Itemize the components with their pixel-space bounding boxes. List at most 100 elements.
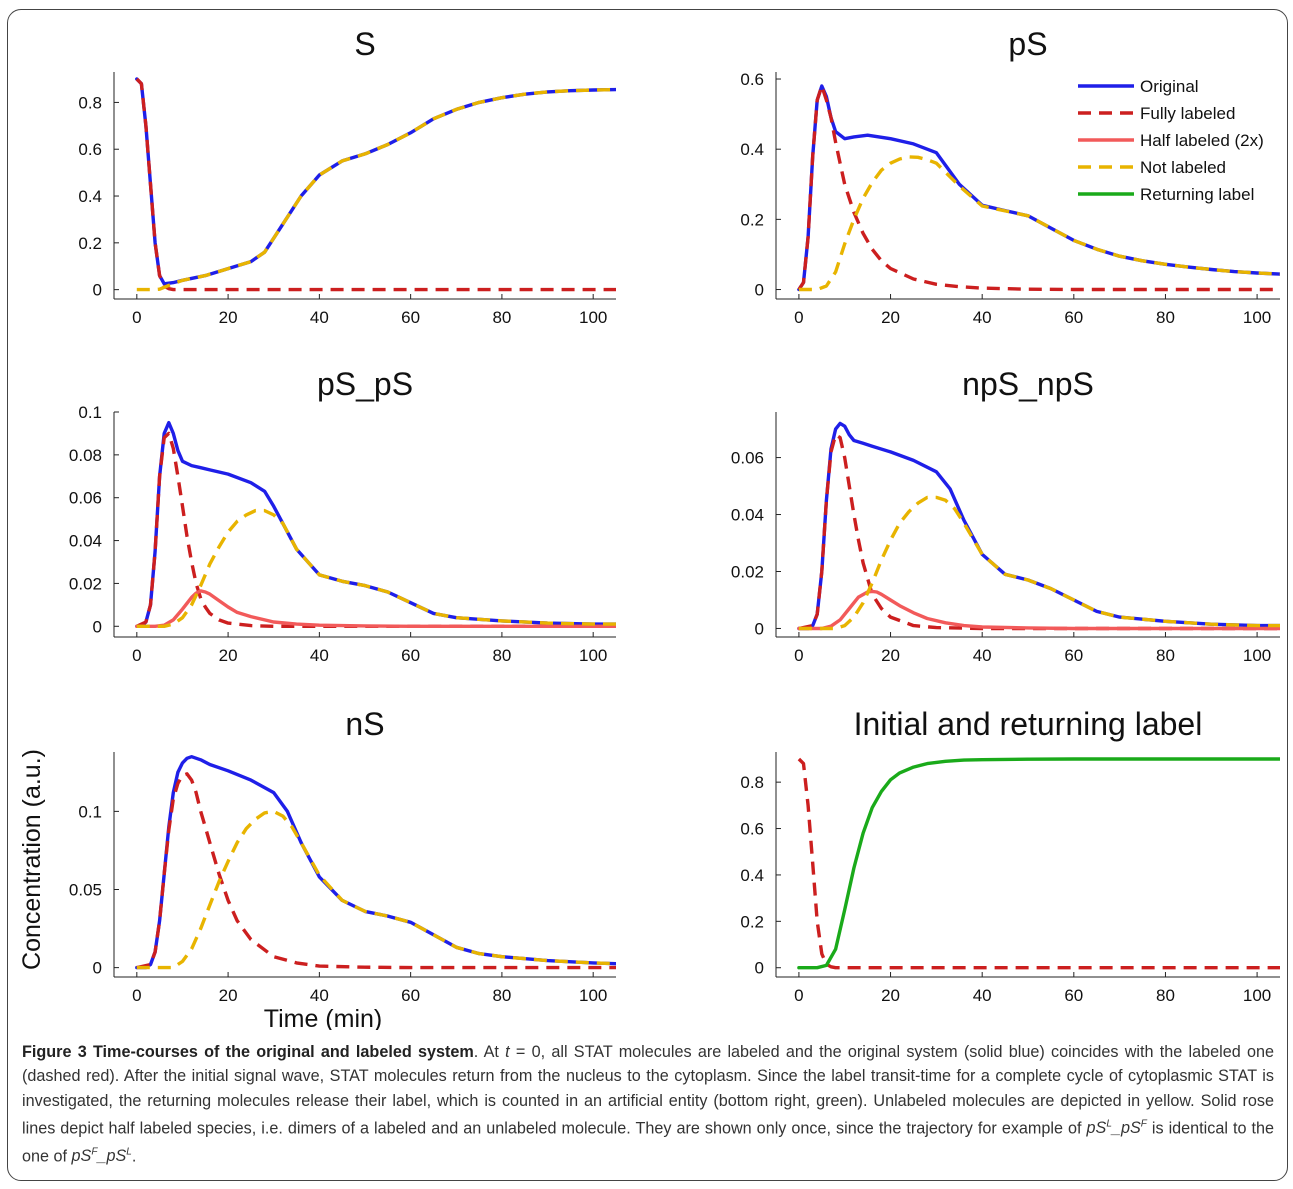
x-tick-label: 80: [492, 308, 511, 327]
caption-title: Figure 3 Time-courses of the original an…: [22, 1043, 474, 1061]
x-tick-label: 0: [132, 308, 141, 327]
caption-text-3: is identical to the one of: [22, 1119, 1275, 1165]
x-tick-label: 60: [1064, 986, 1083, 1005]
panel-3: pS_pS 0 20 40 60 80 100 0 0.02 0.04 0.06 0.08 0.1: [69, 366, 616, 665]
y-tick-label: 0.1: [78, 802, 102, 821]
x-tick-label: 100: [579, 308, 607, 327]
y-tick-label: 0.6: [740, 820, 764, 839]
series-line-half-labeled-2x-: [797, 589, 1280, 631]
x-tick-label: 20: [219, 986, 238, 1005]
caption-text-4: .: [131, 1146, 137, 1165]
series-line-not-labeled: [136, 87, 616, 292]
x-tick-label: 20: [219, 308, 238, 327]
series-line-not-labeled: [798, 155, 1280, 292]
x-tick-label: 100: [1243, 308, 1271, 327]
y-tick-label: 0: [93, 281, 102, 300]
series-line-original: [797, 84, 1280, 292]
y-axis-label: Concentration (a.u.): [18, 749, 46, 970]
series-line-fully-labeled: [797, 84, 1280, 292]
panel-4: npS_npS 0 20 40 60 80 100 0 0.02 0.04 0.06: [731, 366, 1280, 665]
y-tick-label: 0: [755, 619, 764, 638]
x-axis-label: Time (min): [264, 1005, 383, 1030]
legend: Original Fully labeled Half labeled (2x) No…: [1078, 77, 1264, 204]
panel-title: pS: [1008, 26, 1047, 62]
x-tick-label: 80: [1156, 986, 1175, 1005]
legend-label: Half labeled (2x): [1140, 131, 1264, 150]
series-line-fully-labeled: [797, 757, 1280, 970]
x-tick-label: 100: [1243, 986, 1271, 1005]
x-tick-label: 100: [579, 646, 607, 665]
legend-label: Returning label: [1140, 185, 1254, 204]
x-tick-label: 60: [401, 308, 420, 327]
series-line-fully-labeled: [136, 431, 616, 628]
series-line-fully-labeled: [135, 77, 616, 292]
x-tick-label: 60: [1064, 646, 1083, 665]
x-tick-label: 100: [1243, 646, 1271, 665]
series-line-original: [797, 421, 1280, 631]
caption-text-1: . At: [473, 1043, 506, 1061]
panel-title: pS_pS: [317, 366, 413, 402]
y-tick-label: 0.06: [731, 449, 764, 468]
legend-label: Fully labeled: [1140, 104, 1235, 123]
x-tick-label: 80: [1156, 308, 1175, 327]
y-tick-label: 0.8: [78, 93, 102, 112]
x-tick-label: 0: [794, 308, 803, 327]
series-line-original: [135, 755, 616, 970]
y-tick-label: 0.02: [69, 574, 102, 593]
y-tick-label: 0.4: [78, 187, 102, 206]
caption-expression-1: pSL_pSF: [1086, 1118, 1147, 1138]
panel-title: Initial and returning label: [854, 706, 1203, 742]
x-tick-label: 0: [794, 986, 803, 1005]
y-tick-label: 0.2: [740, 912, 764, 931]
series-line-half-labeled-2x-: [135, 589, 616, 628]
x-tick-label: 0: [794, 646, 803, 665]
series-line-returning-label: [797, 757, 1280, 970]
y-tick-label: 0.02: [731, 562, 764, 581]
panel-title: nS: [345, 706, 384, 742]
x-tick-label: 80: [492, 986, 511, 1005]
x-tick-label: 0: [132, 986, 141, 1005]
x-tick-label: 80: [1156, 646, 1175, 665]
y-tick-label: 0.8: [740, 773, 764, 792]
y-tick-label: 0.2: [740, 210, 764, 229]
figure-panels: S 0 20 40 60 80 100 0 0.2 0.4 0.6 0.8 pS 0 20 40 60 80 100…: [18, 26, 1280, 1030]
x-tick-label: 40: [973, 646, 992, 665]
y-tick-label: 0.6: [740, 70, 764, 89]
series-line-fully-labeled: [798, 433, 1280, 631]
y-tick-label: 0: [93, 959, 102, 978]
y-tick-label: 0.1: [78, 403, 102, 422]
x-tick-label: 60: [1064, 308, 1083, 327]
panel-2: pS 0 20 40 60 80 100 0 0.2 0.4 0.6 Original Fully la…: [740, 26, 1280, 327]
caption-text-2: = 0, all STAT molecules are labeled and …: [22, 1043, 1274, 1138]
panel-title: S: [354, 26, 375, 62]
y-tick-label: 0.4: [740, 866, 764, 885]
panel-5: nS 0 20 40 60 80 100 0 0.05 0.1 Time (min) Concentr…: [18, 706, 616, 1030]
figure-caption: Figure 3 Time-courses of the original an…: [22, 1040, 1274, 1168]
caption-expression-2: pSF_pSL: [71, 1146, 132, 1165]
panel-6: Initial and returning label 0 20 40 60 80 100 0…: [740, 706, 1280, 1005]
x-tick-label: 100: [579, 986, 607, 1005]
y-tick-label: 0.04: [69, 532, 102, 551]
x-tick-label: 60: [401, 986, 420, 1005]
series-line-fully-labeled: [136, 772, 616, 970]
x-tick-label: 20: [881, 646, 900, 665]
y-tick-label: 0: [755, 281, 764, 300]
x-tick-label: 40: [310, 986, 329, 1005]
x-tick-label: 40: [973, 986, 992, 1005]
y-tick-label: 0.6: [78, 140, 102, 159]
x-tick-label: 20: [881, 986, 900, 1005]
x-tick-label: 40: [973, 308, 992, 327]
x-tick-label: 20: [881, 308, 900, 327]
figure-frame: [7, 9, 1288, 1181]
series-line-not-labeled: [136, 508, 616, 628]
x-tick-label: 80: [492, 646, 511, 665]
x-tick-label: 40: [310, 646, 329, 665]
series-line-not-labeled: [798, 495, 1280, 631]
x-tick-label: 40: [310, 308, 329, 327]
y-tick-label: 0.04: [731, 506, 764, 525]
y-tick-label: 0.4: [740, 140, 764, 159]
y-tick-label: 0.08: [69, 446, 102, 465]
y-tick-label: 0: [755, 959, 764, 978]
y-tick-label: 0.2: [78, 234, 102, 253]
legend-label: Original: [1140, 77, 1199, 96]
